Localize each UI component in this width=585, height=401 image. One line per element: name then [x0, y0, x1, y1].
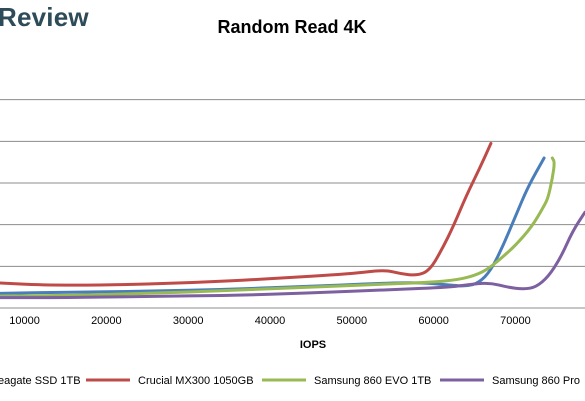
legend-label-samsung-860-pro: Samsung 860 Pro [492, 375, 580, 387]
x-tick-label-60000: 60000 [418, 315, 449, 327]
x-tick-label-40000: 40000 [255, 315, 286, 327]
site-logo: Review [0, 2, 89, 32]
x-axis-label: IOPS [300, 339, 326, 351]
gridlines [0, 99, 585, 309]
legend-label-samsung-860-evo-1tb: Samsung 860 EVO 1TB [314, 375, 431, 387]
chart-title: Random Read 4K [217, 17, 366, 37]
x-tick-label-30000: 30000 [173, 315, 204, 327]
legend-label-crucial-mx300-1050gb: Crucial MX300 1050GB [138, 375, 254, 387]
x-tick-label-20000: 20000 [91, 315, 122, 327]
series-line-crucial-mx300-1050gb [0, 141, 493, 287]
series-lines [0, 141, 585, 300]
series-line-samsung-860-pro [0, 210, 585, 300]
x-tick-label-10000: 10000 [9, 315, 40, 327]
legend: eagate SSD 1TB Crucial MX300 1050GB Samsun… [0, 375, 580, 387]
series-line-seagate-ssd-1tb [0, 156, 546, 295]
x-tick-label-70000: 70000 [500, 315, 531, 327]
x-axis-ticks: 10000 20000 30000 40000 50000 60000 70000 [9, 315, 531, 327]
legend-label-seagate-ssd-1tb: eagate SSD 1TB [0, 375, 81, 387]
x-tick-label-50000: 50000 [337, 315, 368, 327]
series-line-samsung-860-evo-1tb [0, 156, 556, 298]
